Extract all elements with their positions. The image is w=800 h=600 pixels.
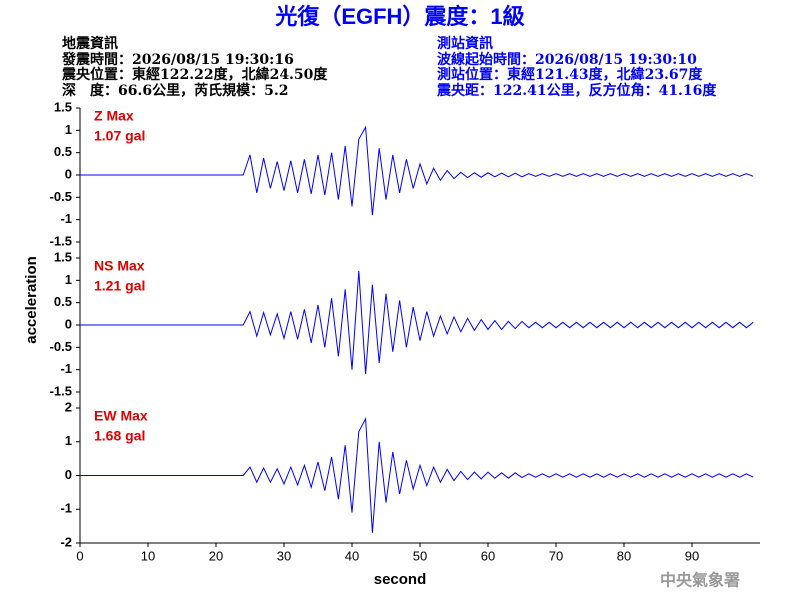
y-tick-label: 0.5 bbox=[54, 144, 72, 159]
y-tick-label: 1.5 bbox=[54, 249, 72, 264]
waveform bbox=[80, 125, 754, 216]
y-tick-label: 1 bbox=[65, 122, 72, 137]
x-tick-label: 70 bbox=[549, 548, 563, 563]
y-tick-label: 0 bbox=[65, 467, 72, 482]
x-tick-label: 20 bbox=[209, 548, 223, 563]
x-tick-label: 10 bbox=[141, 548, 155, 563]
y-tick-label: -1 bbox=[60, 211, 72, 226]
y-tick-label: 1 bbox=[65, 433, 72, 448]
info-left: 震央位置：東經122.22度，北緯24.50度 bbox=[61, 66, 328, 83]
y-tick-label: -0.5 bbox=[50, 339, 72, 354]
x-tick-label: 50 bbox=[413, 548, 427, 563]
annotation: EW Max bbox=[94, 408, 148, 424]
chart-title: 光復（EGFH）震度：1級 bbox=[274, 4, 524, 29]
y-tick-label: 0 bbox=[65, 316, 72, 331]
x-tick-label: 0 bbox=[76, 548, 83, 563]
y-tick-label: -1.5 bbox=[50, 233, 72, 248]
info-left: 發震時間：2026/08/15 19:30:16 bbox=[61, 51, 294, 68]
x-tick-label: 80 bbox=[617, 548, 631, 563]
y-tick-label: 1 bbox=[65, 272, 72, 287]
x-tick-label: 40 bbox=[345, 548, 359, 563]
x-tick-label: 90 bbox=[685, 548, 699, 563]
info-right: 測站資訊 bbox=[437, 35, 493, 52]
waveform bbox=[80, 270, 754, 375]
y-tick-label: -2 bbox=[60, 534, 72, 549]
y-tick-label: -0.5 bbox=[50, 189, 72, 204]
y-tick-label: -1 bbox=[60, 361, 72, 376]
waveform bbox=[80, 416, 754, 533]
info-left: 深 度：66.6公里，芮氏規模：5.2 bbox=[62, 82, 288, 99]
x-tick-label: 30 bbox=[277, 548, 291, 563]
y-tick-label: 0 bbox=[65, 166, 72, 181]
y-tick-label: -1.5 bbox=[50, 383, 72, 398]
annotation: 1.07 gal bbox=[94, 128, 145, 144]
info-left: 地震資訊 bbox=[62, 35, 118, 52]
annotation: 1.21 gal bbox=[94, 278, 145, 294]
info-right: 震央距：122.41公里，反方位角：41.16度 bbox=[436, 82, 717, 99]
y-axis-label: acceleration bbox=[23, 256, 40, 344]
y-tick-label: 0.5 bbox=[54, 294, 72, 309]
y-tick-label: 1.5 bbox=[54, 99, 72, 114]
x-axis-label: second bbox=[374, 571, 427, 588]
annotation: 1.68 gal bbox=[94, 428, 145, 444]
info-right: 波線起始時間：2026/08/15 19:30:10 bbox=[437, 51, 697, 68]
annotation: NS Max bbox=[94, 258, 145, 274]
x-tick-label: 60 bbox=[481, 548, 495, 563]
watermark: 中央氣象署 bbox=[660, 571, 740, 590]
y-tick-label: -1 bbox=[60, 501, 72, 516]
y-tick-label: 2 bbox=[65, 399, 72, 414]
annotation: Z Max bbox=[94, 108, 134, 124]
info-right: 測站位置：東經121.43度，北緯23.67度 bbox=[437, 66, 703, 83]
